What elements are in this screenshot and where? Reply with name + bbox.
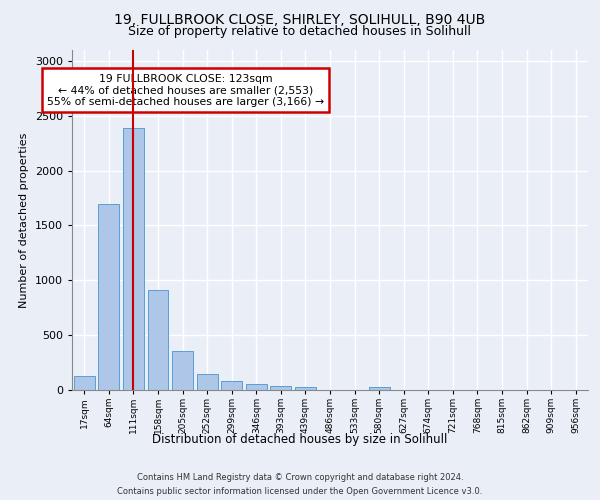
Bar <box>271 386 292 390</box>
Bar <box>221 380 242 390</box>
Bar <box>123 128 144 390</box>
Bar <box>197 374 218 390</box>
Bar <box>74 376 95 390</box>
Text: Size of property relative to detached houses in Solihull: Size of property relative to detached ho… <box>128 25 472 38</box>
Bar <box>368 386 389 390</box>
Bar <box>148 290 169 390</box>
Text: 19, FULLBROOK CLOSE, SHIRLEY, SOLIHULL, B90 4UB: 19, FULLBROOK CLOSE, SHIRLEY, SOLIHULL, … <box>115 12 485 26</box>
Bar <box>172 351 193 390</box>
Text: Distribution of detached houses by size in Solihull: Distribution of detached houses by size … <box>152 432 448 446</box>
Bar <box>98 204 119 390</box>
Bar <box>246 384 267 390</box>
Text: Contains public sector information licensed under the Open Government Licence v3: Contains public sector information licen… <box>118 488 482 496</box>
Y-axis label: Number of detached properties: Number of detached properties <box>19 132 29 308</box>
Text: 19 FULLBROOK CLOSE: 123sqm
← 44% of detached houses are smaller (2,553)
55% of s: 19 FULLBROOK CLOSE: 123sqm ← 44% of deta… <box>47 74 324 107</box>
Text: Contains HM Land Registry data © Crown copyright and database right 2024.: Contains HM Land Registry data © Crown c… <box>137 472 463 482</box>
Bar <box>295 386 316 390</box>
